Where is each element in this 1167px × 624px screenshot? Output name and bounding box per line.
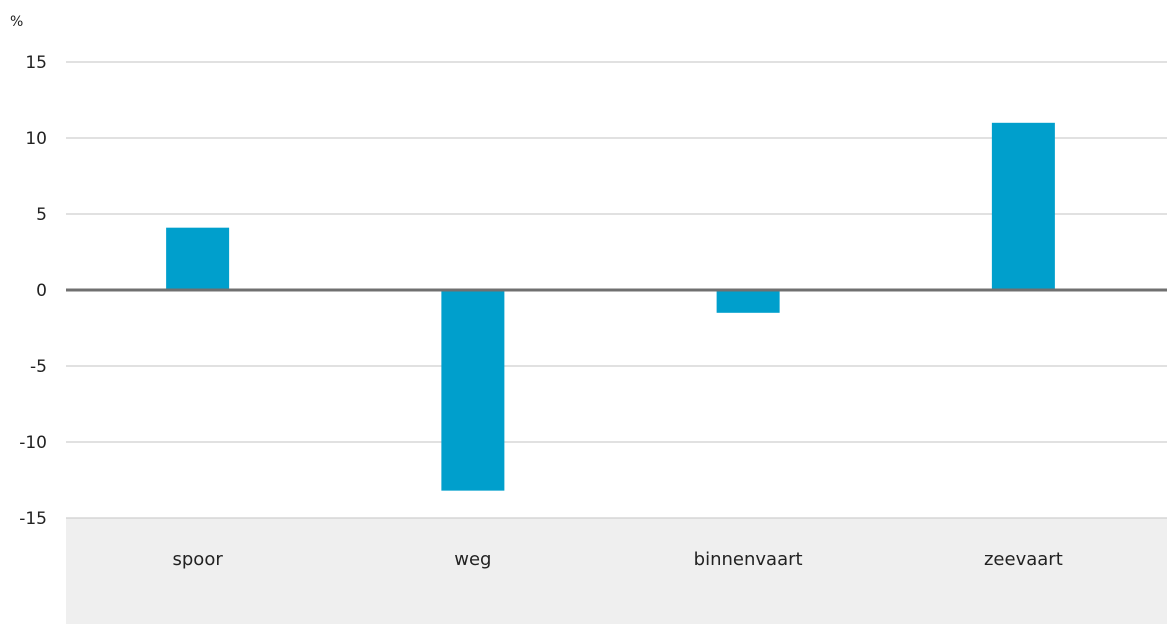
y-axis-ticks: 15 10 5 0 -5 -10 -15 (19, 53, 47, 529)
gridlines (66, 61, 1167, 519)
x-category-label: weg (454, 549, 491, 570)
y-tick-label: 15 (25, 53, 47, 73)
bars (166, 122, 1055, 491)
x-axis-labels: spoor weg binnenvaart zeevaart (173, 549, 1063, 570)
x-category-label: spoor (173, 549, 224, 570)
bar-weg (441, 290, 505, 491)
y-axis-unit-label: % (10, 14, 23, 30)
y-tick-label: 0 (36, 281, 47, 301)
bar-zeevaart (991, 122, 1055, 290)
y-tick-label: 10 (25, 129, 47, 149)
category-band (66, 518, 1167, 624)
y-tick-label: -15 (19, 509, 47, 529)
bar-binnenvaart (716, 290, 780, 313)
y-tick-label: 5 (36, 205, 47, 225)
x-category-label: zeevaart (984, 549, 1063, 570)
bar-spoor (166, 227, 230, 290)
x-category-label: binnenvaart (694, 549, 803, 570)
y-tick-label: -10 (19, 433, 47, 453)
y-tick-label: -5 (30, 357, 47, 377)
